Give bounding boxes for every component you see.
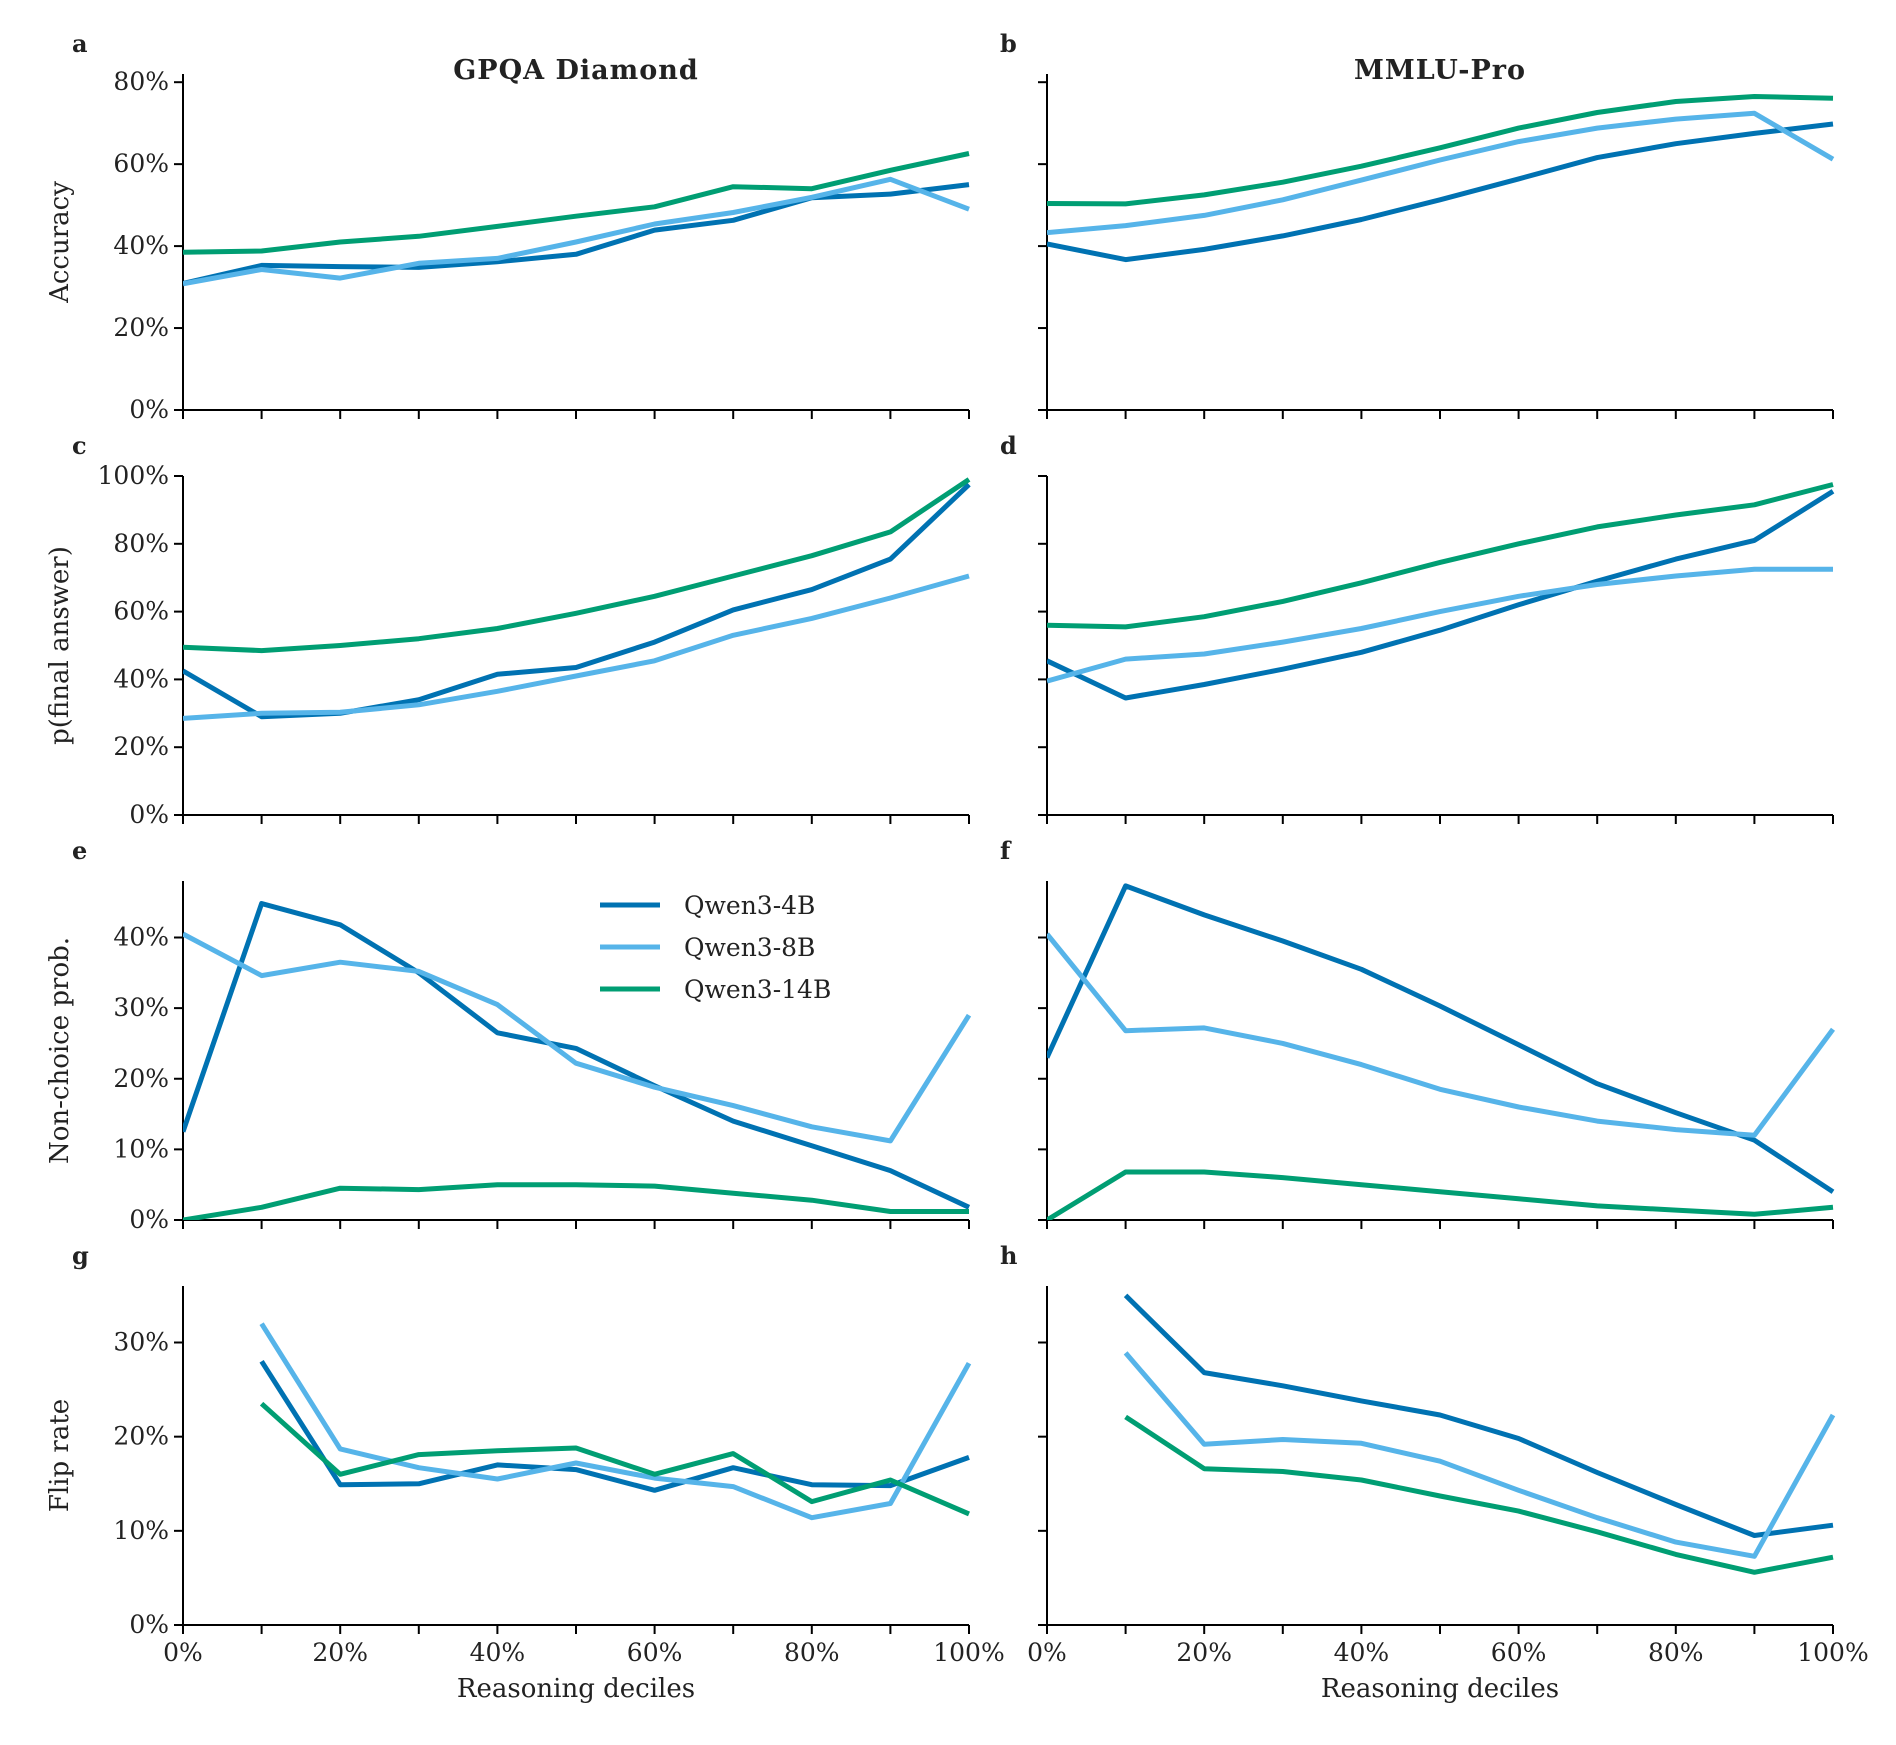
panel-g: 0% 10% 20% 30% 0% 20% 40% 60% 80% 100% Reasoning d…	[45, 1241, 1005, 1704]
series-line-qwen3-14b	[1047, 94, 1834, 207]
y-axis-label: Flip rate	[45, 1399, 75, 1512]
column-title: GPQA Diamond	[453, 55, 698, 86]
x-tick-label: 20%	[312, 1638, 368, 1667]
series-line-qwen3-14b	[183, 151, 970, 255]
x-tick-label: 80%	[1648, 1638, 1704, 1667]
series-line-qwen3-14b	[183, 1182, 969, 1220]
y-tick-label: 0%	[129, 1205, 169, 1234]
x-axis-label: Reasoning deciles	[457, 1674, 695, 1704]
panel-h: 0% 20% 40% 60% 80% 100% Reasoning deciles h	[1000, 1241, 1869, 1704]
series-line-qwen3-8b	[183, 176, 970, 287]
y-tick-label: 40%	[113, 923, 169, 952]
y-tick-label: 0%	[129, 395, 169, 424]
y-tick-label: 60%	[113, 597, 169, 626]
series-line-qwen3-8b	[1047, 110, 1835, 236]
y-axis-label: p(final answer)	[45, 546, 75, 745]
series-line-qwen3-4b	[183, 182, 970, 286]
series-line-qwen3-4b	[1047, 883, 1835, 1194]
panel-letter: c	[72, 431, 87, 460]
panel-letter: b	[1000, 29, 1017, 58]
series-line-qwen3-4b	[1123, 1293, 1834, 1538]
series-line-qwen3-14b	[1047, 1169, 1834, 1220]
legend-label: Qwen3-14B	[684, 975, 831, 1004]
legend: Qwen3-4B Qwen3-8B Qwen3-14B	[600, 891, 831, 1004]
column-title: MMLU-Pro	[1354, 55, 1526, 86]
x-tick-label: 80%	[784, 1638, 840, 1667]
x-tick-label: 100%	[1797, 1638, 1868, 1667]
panel-b: b MMLU-Pro	[1000, 29, 1835, 419]
x-tick-label: 60%	[627, 1638, 683, 1667]
y-tick-label: 10%	[113, 1516, 169, 1545]
panel-letter: a	[72, 29, 88, 58]
y-tick-label: 20%	[113, 1064, 169, 1093]
series-line-qwen3-8b	[1123, 1351, 1836, 1559]
panel-letter: f	[1000, 836, 1012, 865]
y-axis-label: Non-choice prob.	[45, 937, 75, 1164]
series-line-qwen3-8b	[1047, 566, 1833, 684]
y-tick-label: 100%	[98, 461, 169, 490]
x-axis-label: Reasoning deciles	[1321, 1674, 1559, 1704]
panel-d: d	[1000, 431, 1835, 824]
y-tick-label: 30%	[113, 993, 169, 1022]
legend-label: Qwen3-8B	[684, 933, 815, 962]
x-tick-label: 60%	[1491, 1638, 1547, 1667]
panel-e: 0% 10% 20% 30% 40% Non-choice prob. e	[45, 836, 972, 1234]
series-line-qwen3-14b	[1047, 482, 1834, 630]
y-tick-label: 20%	[113, 732, 169, 761]
y-tick-label: 40%	[113, 664, 169, 693]
y-axis-label: Accuracy	[45, 181, 75, 304]
panel-letter: d	[1000, 431, 1017, 460]
x-tick-label: 0%	[163, 1638, 203, 1667]
panel-letter: g	[72, 1241, 89, 1270]
y-tick-label: 60%	[113, 149, 169, 178]
series-line-qwen3-8b	[183, 573, 970, 721]
panel-letter: h	[1000, 1241, 1017, 1270]
series-line-qwen3-4b	[1047, 489, 1835, 701]
x-tick-label: 0%	[1027, 1638, 1067, 1667]
series-line-qwen3-14b	[1124, 1414, 1834, 1575]
series-line-qwen3-4b	[1047, 121, 1834, 263]
series-line-qwen3-14b	[259, 1401, 970, 1517]
panel-letter: e	[72, 836, 87, 865]
panel-c: 0% 20% 40% 60% 80% 100% p(final answer) c	[45, 431, 971, 829]
x-tick-label: 40%	[1334, 1638, 1390, 1667]
x-tick-label: 20%	[1176, 1638, 1232, 1667]
series-line-qwen3-14b	[183, 477, 971, 654]
series-line-qwen3-8b	[183, 931, 972, 1144]
legend-label: Qwen3-4B	[684, 891, 815, 920]
y-tick-label: 80%	[113, 67, 169, 96]
series-line-qwen3-4b	[183, 482, 971, 720]
series-line-qwen3-8b	[1047, 932, 1836, 1138]
panel-a: 0% 20% 40% 60% 80% Accuracy a GPQA Diamond	[45, 29, 970, 424]
y-tick-label: 30%	[113, 1328, 169, 1357]
x-tick-label: 100%	[933, 1638, 1004, 1667]
y-tick-label: 40%	[113, 231, 169, 260]
y-tick-label: 0%	[129, 800, 169, 829]
panel-f: f	[1000, 836, 1836, 1229]
series-line-qwen3-4b	[183, 901, 971, 1210]
y-tick-label: 20%	[113, 313, 169, 342]
y-tick-label: 20%	[113, 1422, 169, 1451]
y-tick-label: 10%	[113, 1134, 169, 1163]
y-tick-label: 80%	[113, 529, 169, 558]
y-tick-label: 0%	[129, 1610, 169, 1639]
series-line-qwen3-4b	[259, 1359, 970, 1493]
series-line-qwen3-8b	[259, 1322, 972, 1521]
x-tick-label: 40%	[470, 1638, 526, 1667]
